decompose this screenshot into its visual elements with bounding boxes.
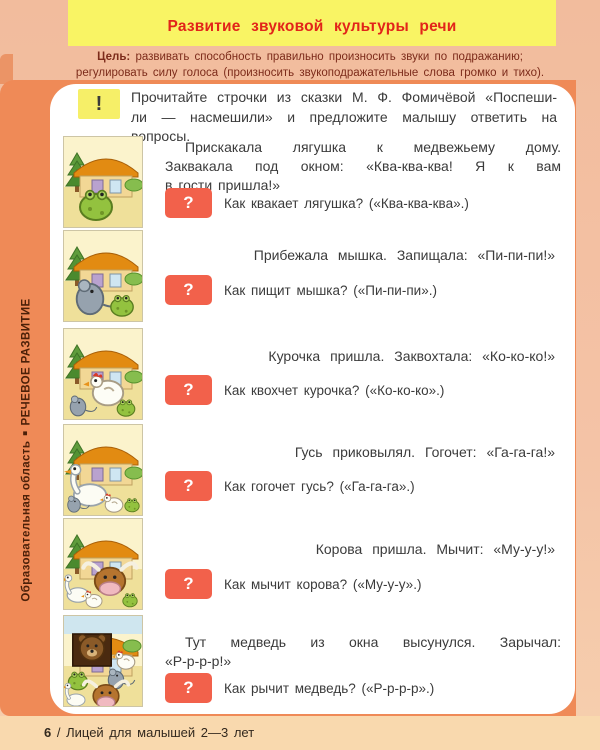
story-text: Тут медведь из окна высунулся. Зарычал: …: [165, 634, 561, 669]
goal-line-2: регулировать силу голоса (произносить зв…: [75, 66, 545, 79]
page-number: 6: [44, 725, 52, 740]
illustration-goose-hen-mouse-frog-at-house: [63, 424, 143, 516]
exclamation-badge: !: [78, 89, 120, 119]
story-text: Курочка пришла. Заквохтала: «Ко-ко-ко!»: [268, 348, 555, 364]
goal-text-1: развивать способность правильно произнос…: [135, 51, 523, 63]
goal-label: Цель:: [97, 51, 131, 63]
sidebar-section-name: РЕЧЕВОЕ РАЗВИТИЕ: [21, 298, 34, 426]
question-row: ? Как квакает лягушка? («Ква-ква-ква».): [165, 188, 469, 218]
sidebar-vertical-label: Образовательная область ■ РЕЧЕВОЕ РАЗВИТИЕ: [0, 80, 54, 716]
exclamation-icon: !: [95, 92, 103, 115]
question-row: ? Как квохчет курочка? («Ко-ко-ко».): [165, 375, 444, 405]
square-separator-icon: ■: [21, 430, 31, 436]
footer-separator: /: [56, 725, 61, 740]
question-badge: ?: [165, 673, 212, 703]
instruction-line-1: Прочитайте строчки из сказки М. Ф. Фомич…: [131, 89, 557, 105]
question-text: Как мычит корова? («Му-у-у».): [224, 576, 422, 592]
question-badge: ?: [165, 275, 212, 305]
question-row: ? Как пищит мышка? («Пи-пи-пи».): [165, 275, 437, 305]
lesson-goal: Цель: развивать способность правильно пр…: [60, 50, 560, 81]
book-title: Лицей для малышей 2—3 лет: [66, 725, 255, 740]
illustration-frog-at-house: [63, 136, 143, 228]
story-text: Прискакала лягушка к медвежьему дому. За…: [165, 139, 561, 193]
question-badge: ?: [165, 471, 212, 501]
story-text: Гусь приковылял. Гогочет: «Га-га-га!»: [294, 444, 555, 460]
question-badge: ?: [165, 188, 212, 218]
chapter-title: Развитие звуковой культуры речи: [167, 18, 457, 35]
sidebar-area-name: Образовательная область: [21, 440, 34, 602]
instruction-line-2: ли — насмешили» и предложите малышу отве…: [131, 108, 557, 145]
illustration-hen-mouse-frog-at-house: [63, 328, 143, 420]
question-text: Как гогочет гусь? («Га-га-га».): [224, 478, 415, 494]
question-badge: ?: [165, 375, 212, 405]
question-row: ? Как гогочет гусь? («Га-га-га».): [165, 471, 415, 501]
question-row: ? Как рычит медведь? («Р-р-р-р».): [165, 673, 434, 703]
question-text: Как квохчет курочка? («Ко-ко-ко».): [224, 382, 445, 398]
illustration-mouse-and-frog-at-house: [63, 230, 143, 322]
question-row: ? Как мычит корова? («Му-у-у».): [165, 569, 421, 599]
question-text: Как пищит мышка? («Пи-пи-пи».): [224, 282, 437, 298]
chapter-title-banner: Развитие звуковой культуры речи: [68, 0, 556, 46]
page-edge-strip: [0, 54, 13, 84]
goal-line-1: Цель: развивать способность правильно пр…: [60, 50, 560, 66]
story-text: Прибежала мышка. Запищала: «Пи-пи-пи!»: [253, 247, 555, 263]
question-text: Как квакает лягушка? («Ква-ква-ква».): [224, 195, 469, 211]
content-card: ! Прочитайте строчки из сказки М. Ф. Фом…: [50, 84, 575, 714]
page-footer: 6 / Лицей для малышей 2—3 лет: [0, 716, 600, 750]
task-instruction: Прочитайте строчки из сказки М. Ф. Фомич…: [131, 88, 557, 147]
illustration-cow-and-animals-at-house: [63, 518, 143, 610]
story-text: Корова пришла. Мычит: «Му-у-у!»: [315, 541, 555, 557]
illustration-bear-in-window-with-animals: [63, 615, 143, 707]
question-badge: ?: [165, 569, 212, 599]
question-text: Как рычит медведь? («Р-р-р-р».): [224, 680, 435, 696]
